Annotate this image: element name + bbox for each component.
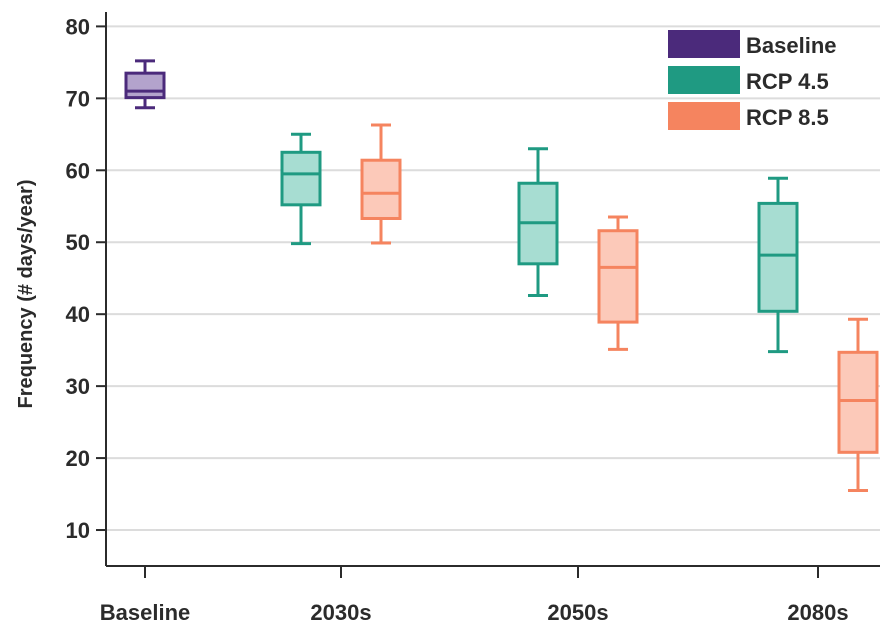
legend-label: Baseline bbox=[746, 33, 837, 58]
y-tick-label: 10 bbox=[66, 518, 90, 543]
iqr-box bbox=[597, 229, 639, 324]
box-rcp-8-5-2030s bbox=[360, 123, 402, 245]
box-rcp-8-5-2080s bbox=[837, 317, 879, 492]
iqr-box bbox=[837, 350, 879, 454]
x-tick-label: 2050s bbox=[547, 600, 608, 625]
y-tick-label: 80 bbox=[66, 14, 90, 39]
box-rcp-4-5-2080s bbox=[757, 176, 799, 354]
box-rcp-4-5-2050s bbox=[517, 147, 559, 297]
x-tick-label: 2080s bbox=[787, 600, 848, 625]
iqr-box bbox=[360, 158, 402, 220]
axes: 10 20 30 40 50 60 70 80 Baseline 2030s 2050s 2080s bbox=[66, 12, 880, 625]
legend: Baseline RCP 4.5 RCP 8.5 bbox=[668, 30, 837, 130]
gridlines bbox=[106, 25, 880, 532]
y-tick-label: 60 bbox=[66, 158, 90, 183]
box-rcp-4-5-2030s bbox=[280, 132, 322, 246]
box-baseline-baseline bbox=[124, 59, 166, 110]
y-tick-label: 50 bbox=[66, 230, 90, 255]
iqr-box bbox=[280, 150, 322, 207]
legend-label: RCP 8.5 bbox=[746, 105, 829, 130]
legend-swatch bbox=[668, 66, 740, 94]
x-tick-label: 2030s bbox=[310, 600, 371, 625]
legend-swatch bbox=[668, 30, 740, 58]
legend-label: RCP 4.5 bbox=[746, 69, 829, 94]
y-tick-label: 30 bbox=[66, 374, 90, 399]
y-tick-label: 40 bbox=[66, 302, 90, 327]
iqr-box bbox=[124, 71, 166, 100]
y-tick-label: 20 bbox=[66, 446, 90, 471]
legend-swatch bbox=[668, 102, 740, 130]
x-tick-label: Baseline bbox=[100, 600, 191, 625]
box-plots bbox=[124, 59, 879, 492]
box-rcp-8-5-2050s bbox=[597, 215, 639, 351]
iqr-box bbox=[757, 201, 799, 313]
y-tick-label: 70 bbox=[66, 86, 90, 111]
y-axis-label: Frequency (# days/year) bbox=[15, 180, 37, 409]
